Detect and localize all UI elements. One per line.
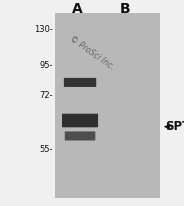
Text: 130-: 130-: [34, 25, 53, 34]
Text: 72-: 72-: [40, 91, 53, 100]
FancyBboxPatch shape: [65, 131, 95, 140]
FancyBboxPatch shape: [62, 114, 98, 127]
FancyBboxPatch shape: [64, 78, 96, 87]
Bar: [55, 13, 160, 198]
Text: SPT1: SPT1: [166, 120, 184, 133]
Text: © ProSci Inc.: © ProSci Inc.: [68, 34, 116, 71]
Text: A: A: [72, 2, 83, 16]
Text: 95-: 95-: [40, 61, 53, 70]
Text: B: B: [120, 2, 130, 16]
Text: 55-: 55-: [40, 145, 53, 154]
